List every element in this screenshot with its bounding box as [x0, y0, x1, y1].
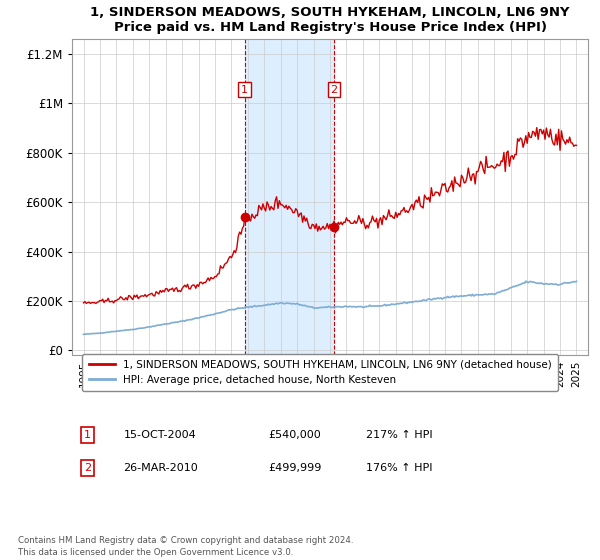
Text: 1: 1 [84, 430, 91, 440]
Text: £540,000: £540,000 [268, 430, 321, 440]
Text: 217% ↑ HPI: 217% ↑ HPI [366, 430, 433, 440]
Text: 1: 1 [241, 85, 248, 95]
Text: 15-OCT-2004: 15-OCT-2004 [124, 430, 196, 440]
Title: 1, SINDERSON MEADOWS, SOUTH HYKEHAM, LINCOLN, LN6 9NY
Price paid vs. HM Land Reg: 1, SINDERSON MEADOWS, SOUTH HYKEHAM, LIN… [90, 6, 570, 34]
Text: 2: 2 [331, 85, 338, 95]
Text: 26-MAR-2010: 26-MAR-2010 [124, 463, 199, 473]
Legend: 1, SINDERSON MEADOWS, SOUTH HYKEHAM, LINCOLN, LN6 9NY (detached house), HPI: Ave: 1, SINDERSON MEADOWS, SOUTH HYKEHAM, LIN… [82, 354, 558, 391]
Text: £499,999: £499,999 [268, 463, 322, 473]
Bar [245, 39, 334, 356]
Text: Contains HM Land Registry data © Crown copyright and database right 2024.
This d: Contains HM Land Registry data © Crown c… [18, 536, 353, 557]
Text: 176% ↑ HPI: 176% ↑ HPI [366, 463, 433, 473]
Text: 2: 2 [84, 463, 91, 473]
